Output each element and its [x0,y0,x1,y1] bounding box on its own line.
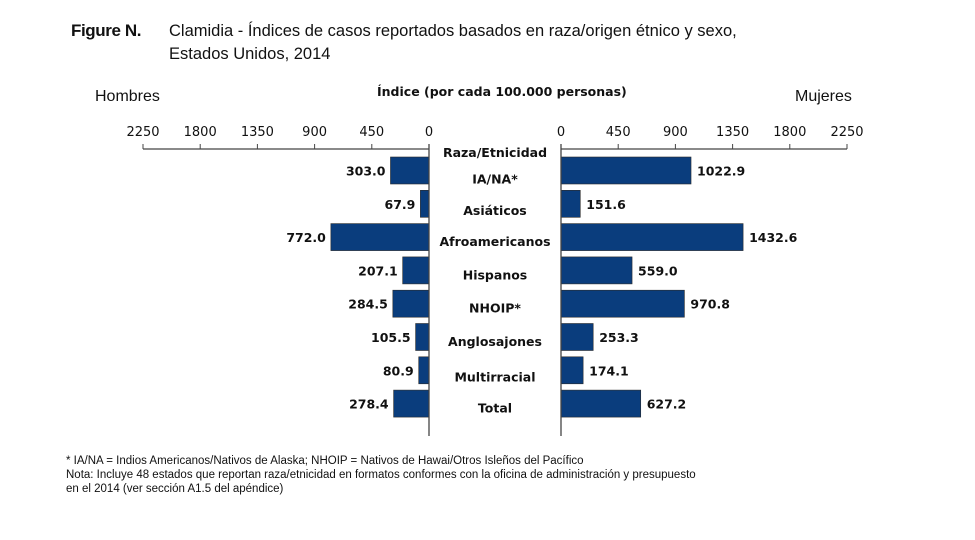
category-header: Raza/Etnicidad [443,145,547,160]
bar-mujeres-2 [560,223,744,251]
category-label-6: Multirracial [454,369,535,384]
right-tick-label-4: 1800 [773,125,806,140]
left-side-label: Hombres [95,88,160,105]
data-label-mujeres-7: 627.2 [647,397,687,412]
bar-mujeres-1 [560,190,581,218]
right-tick-label-2: 900 [663,125,688,140]
right-tick-label-0: 0 [557,125,565,140]
data-label-hombres-6: 80.9 [383,363,414,378]
chart-title: Clamidia - Índices de casos reportados b… [169,20,889,66]
data-label-mujeres-3: 559.0 [638,263,678,278]
bar-hombres-2 [330,223,430,251]
left-tick-label-4: 1800 [184,125,217,140]
left-tick-label-1: 450 [359,125,384,140]
right-tick-label-1: 450 [606,125,631,140]
bar-mujeres-0 [560,156,692,185]
data-label-mujeres-1: 151.6 [586,197,626,212]
data-label-hombres-1: 67.9 [385,197,416,212]
data-label-hombres-0: 303.0 [346,164,386,179]
left-tick-label-2: 900 [302,125,327,140]
left-tick-label-0: 0 [425,125,433,140]
category-label-2: Afroamericanos [439,234,550,249]
category-label-7: Total [478,401,512,416]
right-tick-label-3: 1350 [716,125,749,140]
bar-mujeres-6 [560,356,584,385]
bar-hombres-3 [402,256,430,285]
bar-hombres-0 [390,156,430,185]
data-label-mujeres-2: 1432.6 [749,230,798,245]
category-label-4: NHOIP* [469,301,521,316]
category-label-3: Hispanos [463,267,528,282]
data-label-hombres-5: 105.5 [371,330,411,345]
left-tick-label-3: 1350 [241,125,274,140]
data-label-hombres-7: 278.4 [349,397,389,412]
bar-hombres-5 [415,323,430,351]
chart-title-line-2: Estados Unidos, 2014 [169,45,331,63]
footnote-note-line-1: Nota: Incluye 48 estados que reportan ra… [66,469,696,481]
data-label-mujeres-0: 1022.9 [697,164,745,179]
bar-mujeres-4 [560,289,685,318]
footnote-note-line-2: en el 2014 (ver sección A1.5 del apéndic… [66,483,284,495]
right-side-label: Mujeres [795,88,852,105]
category-label-0: IA/NA* [472,172,518,187]
right-tick-label-5: 2250 [830,125,863,140]
category-label-1: Asiáticos [463,203,527,218]
bar-hombres-6 [418,356,430,385]
footnotes: * IA/NA = Indios Americanos/Nativos de A… [66,454,906,496]
data-label-mujeres-4: 970.8 [690,297,730,312]
bar-mujeres-3 [560,256,633,285]
x-axis-title: Índice (por cada 100.000 personas) [377,84,627,99]
data-label-hombres-3: 207.1 [358,263,398,278]
data-label-mujeres-6: 174.1 [589,363,629,378]
data-label-hombres-4: 284.5 [348,297,388,312]
bar-hombres-1 [420,190,430,218]
footnote-abbreviations: * IA/NA = Indios Americanos/Nativos de A… [66,455,584,467]
bar-mujeres-7 [560,389,642,418]
data-label-hombres-2: 772.0 [286,230,326,245]
bar-hombres-4 [392,289,430,318]
category-label-5: Anglosajones [448,334,542,349]
left-tick-label-5: 2250 [126,125,159,140]
figure-label: Figure N. [71,21,142,40]
chart-title-line-1: Clamidia - Índices de casos reportados b… [169,22,737,40]
bar-mujeres-5 [560,323,594,351]
bar-hombres-7 [393,389,430,418]
data-label-mujeres-5: 253.3 [599,330,639,345]
